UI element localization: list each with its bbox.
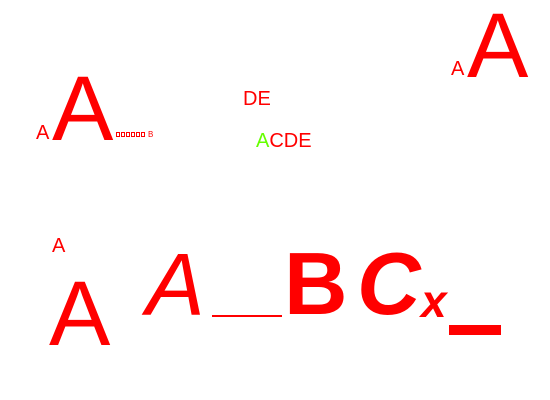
bottom-left-big-a: A <box>49 263 111 365</box>
bottom-left-small-a: A <box>52 235 66 257</box>
top-left-tiny-box-row <box>116 132 145 137</box>
bottom-italic-x: x <box>421 275 447 327</box>
center-green-a: A <box>256 130 270 152</box>
top-right-big-a: A <box>467 0 529 97</box>
tiny-box <box>116 132 120 137</box>
tiny-box <box>136 132 140 137</box>
tiny-box <box>141 132 145 137</box>
center-line2: ACDE <box>256 131 312 151</box>
tiny-box <box>131 132 135 137</box>
top-right-small-a: A <box>451 58 465 80</box>
center-line1-de: DE <box>243 88 271 110</box>
top-left-big-a: A <box>52 58 114 160</box>
bottom-thick-underline <box>449 325 501 335</box>
bottom-bold-italic-c: C <box>357 234 421 333</box>
tiny-box <box>121 132 125 137</box>
bottom-thin-underline <box>212 315 282 317</box>
top-left-trailing-b: B <box>148 130 154 139</box>
tiny-box <box>126 132 130 137</box>
bottom-italic-a: A <box>146 235 205 334</box>
center-line2-rest: CDE <box>269 130 312 152</box>
bottom-bold-b: B <box>284 234 348 333</box>
top-left-small-a: A <box>36 122 50 144</box>
